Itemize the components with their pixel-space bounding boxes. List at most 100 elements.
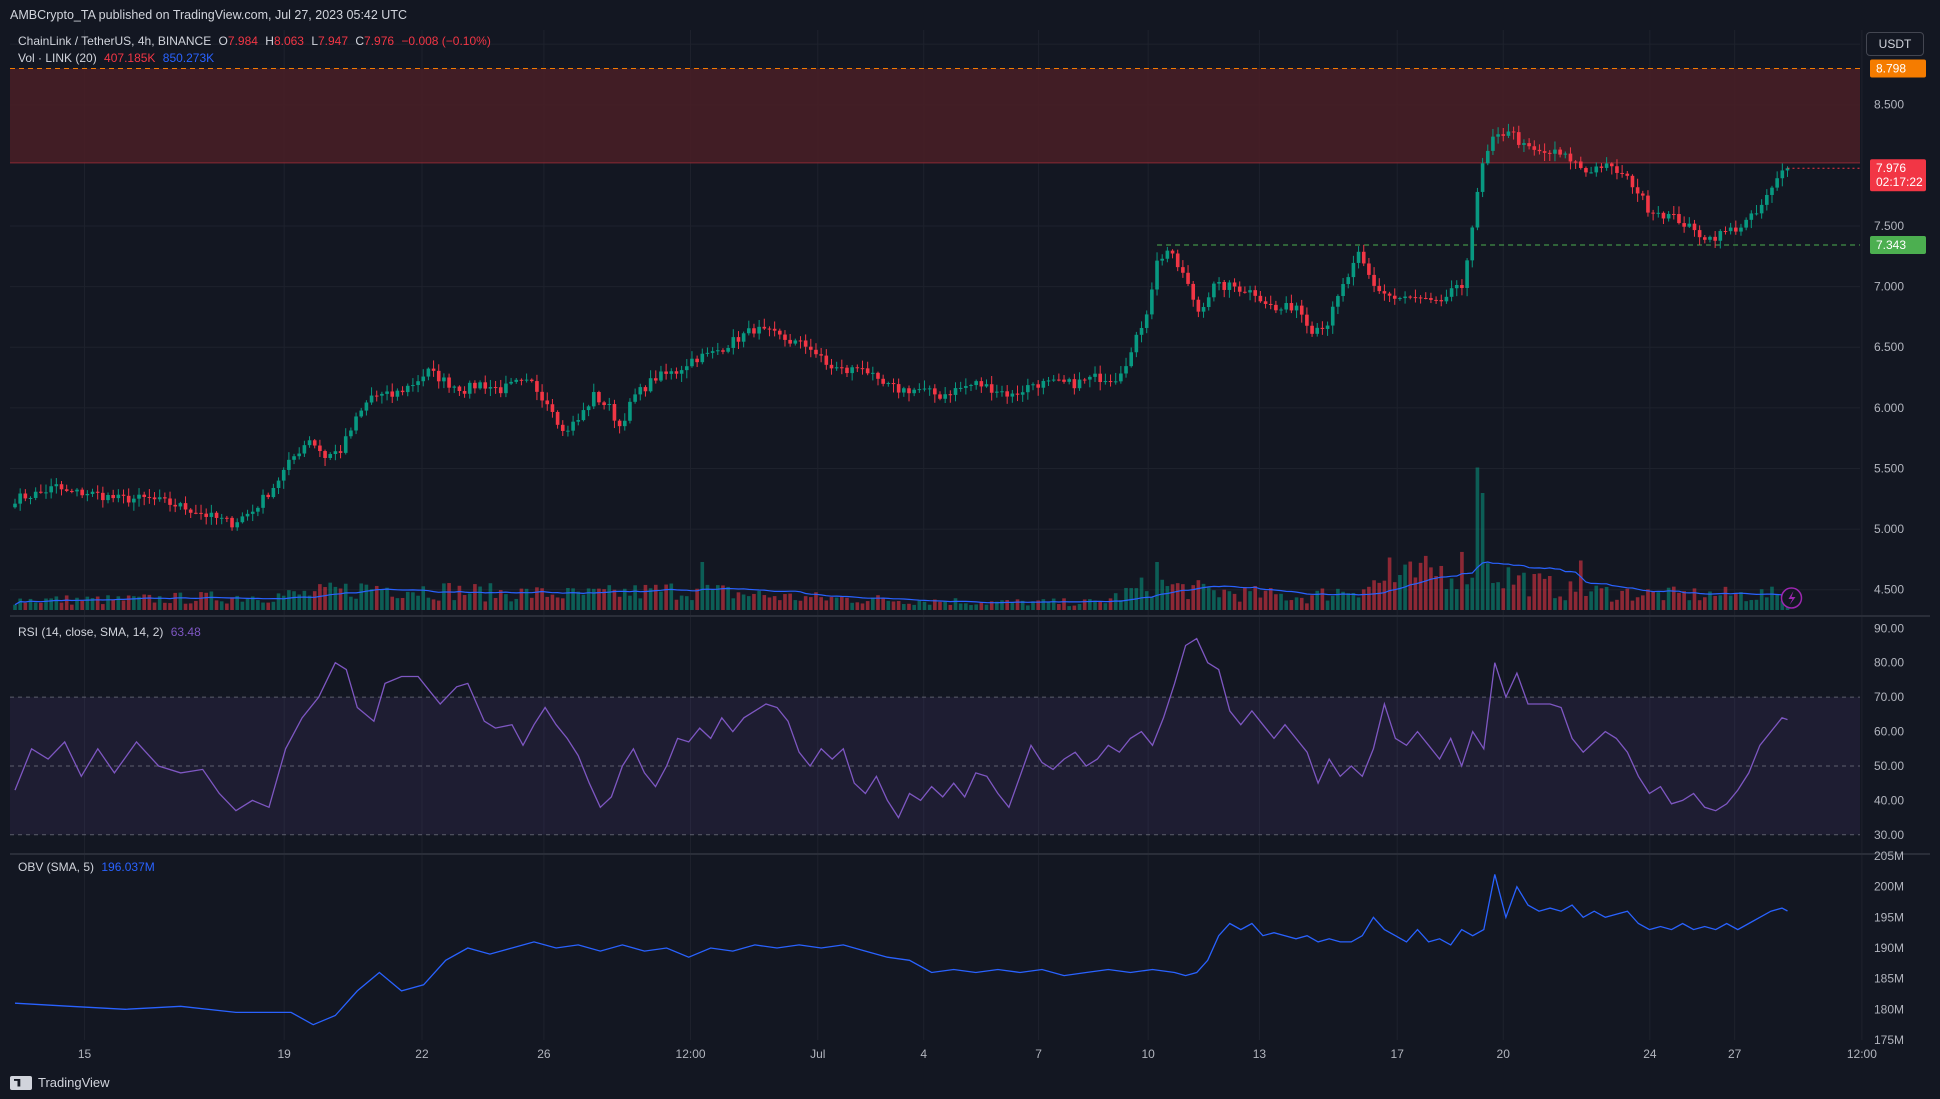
volume-bar (886, 600, 891, 610)
candle (1284, 296, 1289, 313)
candle-body (757, 326, 761, 334)
candle-body (1103, 381, 1108, 383)
candle-body (1723, 231, 1728, 233)
candle-body (788, 339, 792, 344)
time-tick-label: 4 (920, 1047, 927, 1061)
candle-body (173, 504, 178, 507)
candle-body (1284, 303, 1289, 310)
volume-bar (881, 597, 885, 610)
candle (1739, 223, 1743, 236)
volume-bar (349, 596, 353, 610)
volume-bar (132, 596, 136, 610)
candle (715, 342, 720, 355)
volume-value: 407.185K (104, 51, 156, 65)
candle-body (1305, 314, 1309, 326)
volume-label[interactable]: Vol · LINK (20) (18, 51, 97, 65)
candle (1511, 126, 1516, 140)
volume-bar (964, 603, 968, 610)
chart-area[interactable]: 9.0008.5007.5007.0006.5006.0005.5005.000… (10, 30, 1930, 1075)
volume-bar (555, 597, 560, 610)
candle (1620, 165, 1624, 178)
volume-bar (1413, 577, 1418, 610)
candle-body (865, 368, 870, 374)
candle (1413, 289, 1418, 303)
candle (1248, 285, 1252, 301)
candle (721, 348, 725, 355)
volume-bar (788, 593, 792, 610)
candle-body (576, 420, 581, 422)
volume-bar (1026, 605, 1030, 610)
volume-bar (338, 588, 343, 610)
candle (498, 379, 503, 398)
candle (1315, 323, 1320, 337)
candle-body (1181, 267, 1185, 273)
candle-body (488, 387, 493, 389)
tradingview-logo[interactable]: TradingView (10, 1075, 110, 1090)
candle (266, 492, 271, 500)
candle-body (803, 340, 808, 347)
rsi-label[interactable]: RSI (14, close, SMA, 14, 2) (18, 625, 164, 639)
candle (59, 480, 64, 496)
candle (566, 425, 570, 437)
candle-body (1444, 296, 1449, 302)
volume-bar (168, 603, 172, 610)
candle-body (1708, 236, 1712, 240)
volume-bar (1243, 587, 1247, 610)
candle (338, 445, 343, 459)
candle (483, 375, 488, 394)
volume-bar (834, 597, 839, 610)
candle (1480, 157, 1485, 198)
candle (860, 360, 865, 375)
candle (312, 439, 317, 449)
volume-bar (1770, 586, 1774, 610)
candle-body (850, 367, 854, 374)
candle-body (891, 383, 896, 385)
volume-bar (354, 598, 358, 610)
symbol-label[interactable]: ChainLink / TetherUS, 4h, BINANCE (18, 34, 212, 48)
volume-bar (1739, 592, 1743, 610)
volume-bar (1775, 594, 1779, 610)
candle (152, 492, 157, 506)
candle-body (369, 395, 374, 403)
lightning-icon[interactable] (1780, 587, 1803, 609)
candle (560, 420, 565, 437)
candle (1299, 299, 1304, 323)
volume-bar (819, 597, 823, 610)
candle-body (1496, 134, 1500, 137)
obv-label[interactable]: OBV (SMA, 5) (18, 860, 95, 874)
candle-body (178, 503, 183, 507)
candle (674, 367, 679, 379)
volume-bar (969, 605, 973, 610)
candle (891, 378, 896, 393)
candle (1640, 190, 1645, 201)
volume-bar (1103, 603, 1108, 610)
volume-bar (1609, 601, 1614, 610)
candle-body (1465, 260, 1469, 288)
volume-bar (1449, 578, 1454, 610)
candle (199, 504, 203, 520)
candle-body (1553, 149, 1557, 154)
candle-body (405, 385, 410, 393)
volume-bar (1227, 591, 1232, 610)
currency-button[interactable]: USDT (1866, 32, 1924, 56)
volume-bar (1320, 588, 1325, 610)
volume-bar (943, 601, 947, 610)
volume-bar (39, 602, 43, 610)
volume-bar (1511, 584, 1516, 610)
volume-bar (292, 591, 296, 610)
candle (1005, 385, 1009, 404)
candle-body (1212, 283, 1216, 298)
candle (411, 378, 415, 392)
candle (1330, 301, 1335, 334)
volume-bar (1454, 589, 1459, 610)
candle-body (1263, 301, 1268, 304)
candle (75, 488, 79, 497)
candle (989, 376, 994, 401)
volume-bar (1139, 577, 1144, 610)
candle (194, 504, 198, 515)
candle (519, 378, 524, 386)
candle (1775, 171, 1779, 191)
candle (245, 509, 250, 521)
candle (1170, 249, 1175, 259)
candle-body (953, 388, 958, 395)
